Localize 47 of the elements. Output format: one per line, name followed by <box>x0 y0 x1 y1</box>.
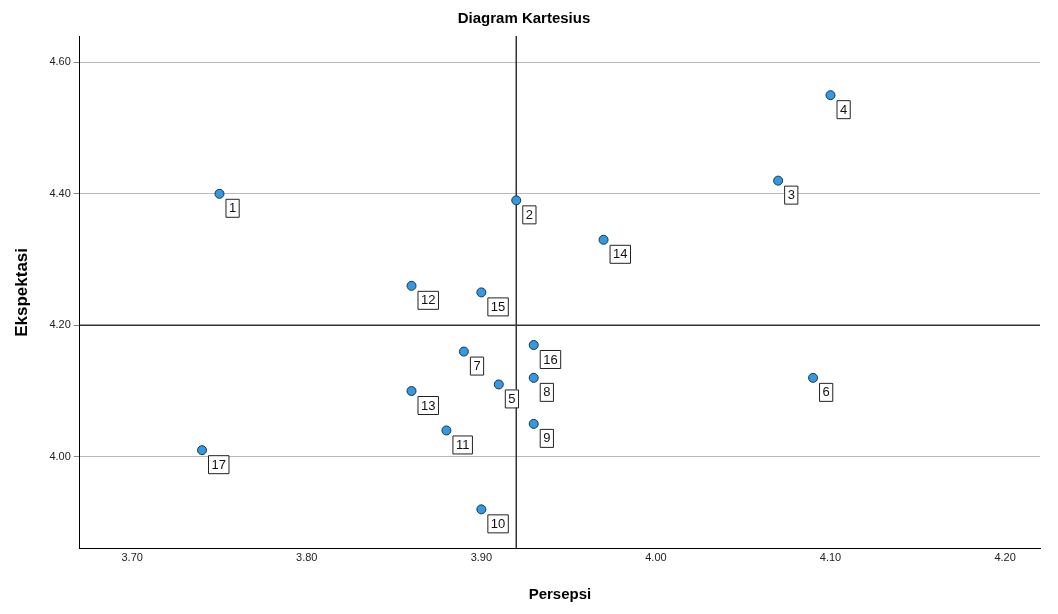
annotation: 10 <box>490 515 506 531</box>
point <box>528 372 539 383</box>
annotation: 17 <box>211 456 226 472</box>
annotation: 14 <box>613 246 628 262</box>
y-axis-title: Ekspektasi <box>11 247 31 337</box>
point <box>441 425 452 436</box>
annotation: 15 <box>490 298 506 314</box>
annotation: 3 <box>787 187 795 203</box>
point <box>476 504 487 515</box>
y-tick-label: 4.20 <box>49 318 71 331</box>
y-tick-label: 4.00 <box>49 449 71 462</box>
y-tick-label: 4.60 <box>49 55 71 68</box>
annotation: 2 <box>525 206 533 222</box>
point <box>808 372 819 383</box>
point <box>197 445 208 456</box>
annotation: 4 <box>840 101 848 117</box>
annotation: 13 <box>421 397 436 413</box>
annotation: 11 <box>455 437 470 453</box>
point <box>214 188 225 199</box>
chart-title: Diagram Kartesius <box>457 9 591 27</box>
y-tick-label: 4.40 <box>49 186 71 199</box>
x-tick-label: 3.70 <box>121 551 143 564</box>
point <box>773 175 784 186</box>
x-tick-label: 3.80 <box>296 551 318 564</box>
point <box>528 340 539 350</box>
point <box>406 386 417 397</box>
point <box>406 280 417 291</box>
x-tick-label: 4.10 <box>819 551 842 564</box>
point <box>476 287 487 298</box>
annotation: 16 <box>543 351 558 367</box>
point <box>458 346 469 357</box>
point <box>528 418 539 429</box>
annotation: 5 <box>508 391 516 407</box>
x-tick-label: 4.20 <box>994 551 1016 564</box>
annotation: 9 <box>543 430 551 446</box>
x-tick-label: 3.90 <box>470 551 493 564</box>
annotation: 8 <box>543 384 551 400</box>
point <box>493 379 504 390</box>
annotation: 1 <box>228 200 237 216</box>
annotation: 12 <box>421 292 436 308</box>
point <box>825 90 836 101</box>
point <box>598 234 609 245</box>
annotation: 7 <box>473 358 481 374</box>
x-axis-title: Persepsi <box>528 585 592 603</box>
annotation: 6 <box>822 384 830 400</box>
x-tick-label: 4.00 <box>645 551 667 564</box>
point <box>511 195 522 206</box>
